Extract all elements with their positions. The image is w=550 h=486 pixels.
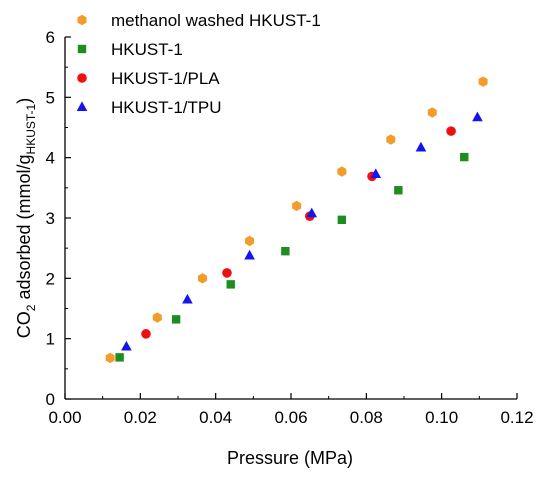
data-point [222, 268, 232, 278]
x-tick-label: 0.10 [425, 408, 458, 427]
x-tick-label: 0.02 [124, 408, 157, 427]
y-axis-title-prefix: CO [14, 311, 34, 338]
x-axis-title: Pressure (MPa) [227, 448, 353, 468]
series-3 [141, 126, 456, 339]
data-point [446, 126, 456, 136]
y-tick-label: 0 [46, 390, 55, 409]
y-tick-label: 5 [46, 88, 55, 107]
data-point [281, 246, 290, 256]
legend-label: HKUST-1/PLA [111, 69, 220, 88]
data-point [245, 235, 255, 247]
legend-marker [77, 14, 87, 26]
data-point [141, 329, 151, 339]
x-tick-label: 0.00 [48, 408, 81, 427]
y-tick-label: 3 [46, 209, 55, 228]
legend-marker [77, 73, 87, 83]
y-axis-title-sub: 2 [24, 304, 38, 311]
data-point [337, 166, 347, 177]
y-tick-label: 6 [46, 28, 55, 47]
y-axis-title-sub2: HKUST-1 [24, 103, 38, 154]
ticks: 0.00 0.02 0.04 0.06 0.08 0.10 0.12 0 1 2 3 4 5 6 [46, 28, 534, 427]
x-tick-label: 0.06 [274, 408, 307, 427]
y-tick-label: 1 [46, 330, 55, 349]
data-point [226, 280, 235, 289]
data-point [472, 111, 483, 122]
data-point [182, 293, 193, 304]
y-axis-title-suffix: ) [14, 98, 34, 104]
y-axis-title-middle: adsorbed (mmol/g [14, 154, 34, 304]
legend-label: HKUST-1 [111, 40, 183, 59]
data-point [306, 207, 318, 218]
data-point [337, 215, 347, 225]
data-point [121, 340, 132, 351]
data-point [427, 107, 437, 118]
legend-label: HKUST-1/TPU [111, 98, 222, 117]
y-axis-title: CO2 adsorbed (mmol/gHKUST-1) [14, 98, 38, 338]
x-tick-label: 0.08 [350, 408, 383, 427]
data-points [105, 76, 488, 364]
data-point [292, 200, 302, 212]
legend-marker [77, 44, 87, 54]
x-tick-label: 0.12 [500, 408, 533, 427]
data-point [478, 76, 488, 87]
series-1 [105, 76, 488, 364]
y-tick-label: 2 [46, 269, 55, 288]
legend-marker [76, 101, 88, 112]
data-point [152, 312, 162, 323]
data-point [171, 315, 181, 324]
y-tick-label: 4 [46, 149, 55, 168]
axes [64, 37, 517, 400]
data-point [115, 353, 124, 362]
legend-label: methanol washed HKUST-1 [111, 11, 321, 30]
legend: methanol washed HKUST-1 HKUST-1 HKUST-1/PL… [76, 11, 321, 117]
data-point [394, 186, 403, 195]
data-point [197, 273, 207, 284]
data-point [415, 141, 427, 152]
data-point [244, 249, 255, 260]
data-point [105, 352, 115, 364]
series-2 [115, 152, 469, 362]
series-4 [121, 111, 483, 351]
x-tick-label: 0.04 [199, 408, 232, 427]
data-point [386, 134, 396, 145]
data-point [460, 152, 469, 162]
data-point [370, 168, 382, 178]
